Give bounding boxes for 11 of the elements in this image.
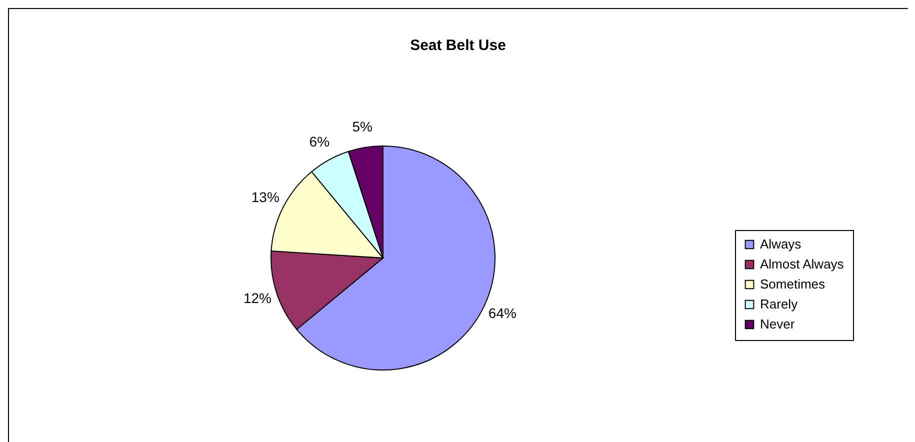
data-label: 6%: [309, 133, 330, 150]
legend-label: Rarely: [760, 296, 798, 312]
chart-title: Seat Belt Use: [410, 37, 506, 54]
legend-label: Almost Always: [760, 256, 844, 272]
data-label: 5%: [352, 118, 372, 135]
data-label: 12%: [243, 290, 272, 306]
data-label: 13%: [251, 189, 280, 206]
data-label: 64%: [488, 305, 516, 322]
legend-label: Always: [760, 236, 802, 252]
legend-label: Sometimes: [760, 276, 826, 292]
legend-label: Never: [760, 316, 796, 332]
